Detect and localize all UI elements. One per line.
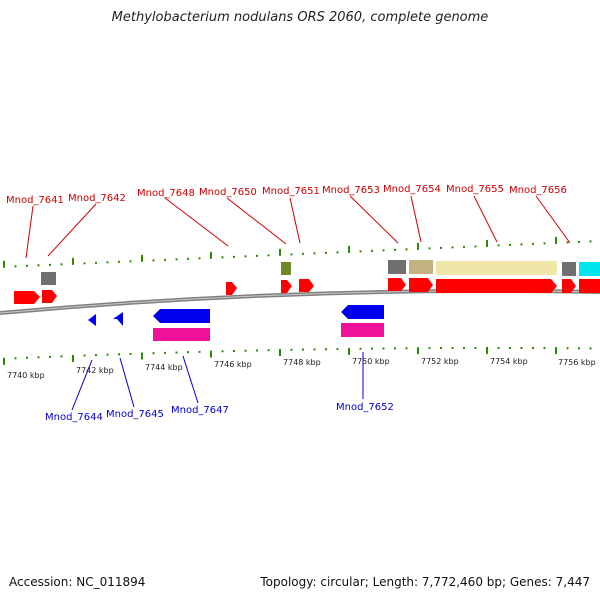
kbp-label: 7742 kbp [76, 366, 114, 375]
feature-box-mnod-7650[interactable] [281, 262, 291, 275]
kbp-label: 7746 kbp [214, 360, 252, 369]
gene-arrow-mnod-7644[interactable] [88, 314, 96, 326]
gene-arrow-mnod-7656[interactable] [562, 279, 576, 293]
reverse-strand-features [88, 305, 384, 341]
gene-label[interactable]: Mnod_7647 [171, 405, 229, 416]
rrna-box-mnod-7647[interactable] [153, 328, 210, 341]
topology-text: Topology: circular; Length: 7,772,460 bp… [260, 575, 590, 589]
gene-arrow-mnod-7650[interactable] [281, 280, 292, 293]
gene-arrow-mnod-7645[interactable] [113, 312, 123, 326]
gene-arrow-mnod-7642[interactable] [42, 290, 57, 303]
kbp-label: 7752 kbp [421, 357, 459, 366]
kbp-label: 7740 kbp [7, 371, 45, 380]
map-title: Methylobacterium nodulans ORS 2060, comp… [111, 10, 489, 25]
gene-label[interactable]: Mnod_7648 [137, 188, 195, 199]
gene-arrow-mnod-7641[interactable] [14, 291, 40, 304]
kbp-label: 7756 kbp [558, 358, 596, 367]
upper-tick-row [3, 236, 592, 268]
gene-label[interactable]: Mnod_7653 [322, 185, 380, 196]
gene-label[interactable]: Mnod_7655 [446, 184, 504, 195]
gene-label[interactable]: Mnod_7645 [106, 409, 164, 420]
gene-label[interactable]: Mnod_7642 [68, 193, 126, 204]
forward-strand-features [14, 260, 600, 304]
gene-arrow-edge[interactable] [579, 279, 600, 293]
kbp-label: 7754 kbp [490, 357, 528, 366]
feature-box-edge-cyan[interactable] [579, 262, 600, 276]
gene-arrow-mnod-7652[interactable] [341, 305, 384, 319]
gene-arrow-mnod-7654[interactable] [409, 278, 433, 292]
kbp-label: 7750 kbp [352, 357, 390, 366]
accession-text: Accession: NC_011894 [9, 575, 146, 589]
feature-box-mnod-7654[interactable] [409, 260, 433, 274]
gene-label[interactable]: Mnod_7652 [336, 402, 394, 413]
pseudogene-box-mnod-7656[interactable] [562, 262, 576, 276]
reverse-callouts [71, 352, 364, 411]
gene-arrow-mnod-7648[interactable] [226, 282, 237, 295]
gene-label[interactable]: Mnod_7650 [199, 187, 257, 198]
feature-box-mnod-7655[interactable] [436, 261, 557, 275]
pseudogene-box-mnod-7653[interactable] [388, 260, 406, 274]
gene-label[interactable]: Mnod_7656 [509, 185, 567, 196]
kbp-label: 7744 kbp [145, 363, 183, 372]
gene-label[interactable]: Mnod_7641 [6, 195, 64, 206]
lower-tick-row [3, 346, 592, 365]
kbp-label: 7748 kbp [283, 358, 321, 367]
gene-arrow-mnod-7647[interactable] [153, 309, 210, 323]
gene-label[interactable]: Mnod_7644 [45, 412, 103, 423]
pseudogene-box-mnod-7642[interactable] [41, 272, 56, 285]
gene-arrow-mnod-7653[interactable] [388, 278, 406, 291]
gene-label[interactable]: Mnod_7651 [262, 186, 320, 197]
gene-arrow-mnod-7651[interactable] [299, 279, 314, 292]
gene-arrow-mnod-7655[interactable] [436, 279, 557, 293]
gene-label[interactable]: Mnod_7654 [383, 184, 441, 195]
rrna-box-mnod-7652[interactable] [341, 323, 384, 337]
forward-callouts [25, 195, 571, 259]
